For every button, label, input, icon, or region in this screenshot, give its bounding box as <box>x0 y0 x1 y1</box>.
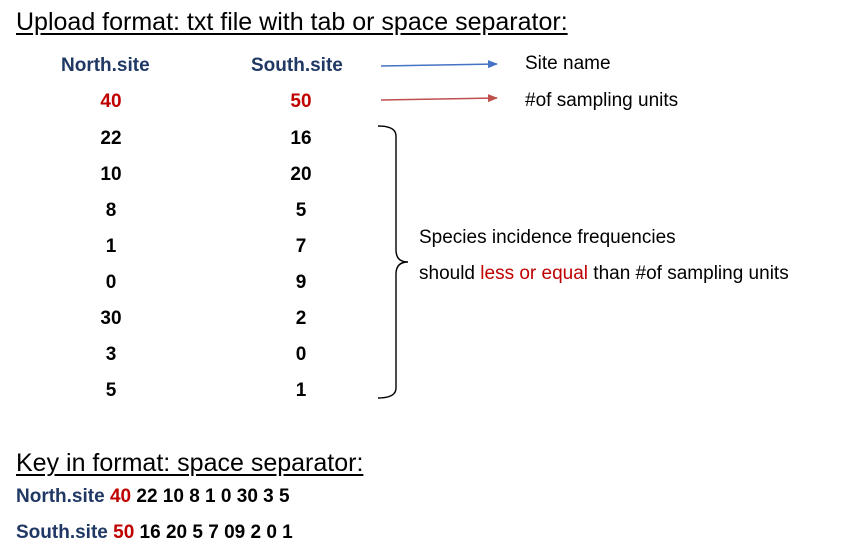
site-name-label: Site name <box>525 53 611 74</box>
north-frequency: 10 <box>100 164 122 185</box>
frequencies-note-post: than #of sampling units <box>588 263 789 284</box>
key-in-sampling-units: 50 <box>113 522 135 543</box>
upload-format-heading: Upload format: txt file with tab or spac… <box>16 8 568 36</box>
key-in-line-south: South.site 50 16 20 5 7 09 2 0 1 <box>16 522 293 544</box>
south-frequency: 7 <box>295 236 307 257</box>
south-frequency: 0 <box>295 344 307 365</box>
key-in-frequencies: 22 10 8 1 0 30 3 5 <box>136 486 290 507</box>
south-sampling-units: 50 <box>290 91 312 112</box>
north-frequency: 8 <box>105 200 117 221</box>
key-in-site-name: South.site <box>16 522 108 543</box>
site-name-arrow <box>380 60 498 69</box>
key-in-format-heading: Key in format: space separator: <box>16 449 364 477</box>
sampling-units-label: #of sampling units <box>525 90 679 111</box>
column-header-south: South.site <box>251 55 343 76</box>
column-header-north: North.site <box>61 55 150 76</box>
key-in-site-name: North.site <box>16 486 105 507</box>
frequencies-note-line1: Species incidence frequencies <box>419 227 676 248</box>
south-frequency: 20 <box>290 164 312 185</box>
north-frequency: 3 <box>105 344 117 365</box>
south-frequency: 2 <box>295 308 307 329</box>
south-frequency: 9 <box>295 272 307 293</box>
north-frequency: 0 <box>105 272 117 293</box>
south-frequency: 16 <box>290 128 312 149</box>
frequencies-brace <box>377 125 409 399</box>
frequencies-note-line2: should less or equal than #of sampling u… <box>419 263 789 285</box>
key-in-frequencies: 16 20 5 7 09 2 0 1 <box>139 522 293 543</box>
north-sampling-units: 40 <box>100 91 122 112</box>
key-in-line-north: North.site 40 22 10 8 1 0 30 3 5 <box>16 486 290 508</box>
key-in-sampling-units: 40 <box>109 486 132 507</box>
sampling-units-arrow <box>380 94 498 103</box>
north-frequency: 22 <box>100 128 122 149</box>
north-frequency: 1 <box>105 236 117 257</box>
south-frequency: 1 <box>295 380 307 401</box>
south-frequency: 5 <box>295 200 307 221</box>
north-frequency: 30 <box>100 308 122 329</box>
frequencies-note-emphasis: less or equal <box>480 263 589 284</box>
north-frequency: 5 <box>105 380 117 401</box>
frequencies-note-pre: should <box>419 263 481 284</box>
